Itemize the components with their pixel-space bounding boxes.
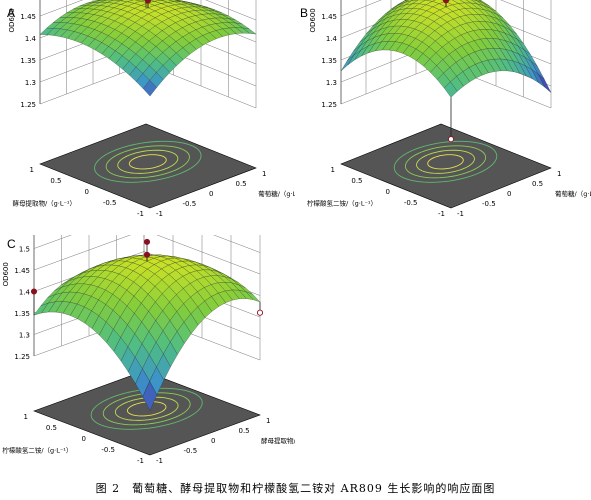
y-tick-label: 1 [30, 166, 34, 174]
y-tick-label: 1 [24, 413, 28, 421]
x-tick-label: 0 [507, 190, 511, 198]
floor-plane [39, 123, 257, 209]
panel-label-a: A [7, 6, 16, 20]
contour-line [393, 140, 498, 183]
x-tick-label: 0.5 [239, 427, 250, 435]
z-tick-label: 1.45 [14, 267, 30, 275]
x-axis-label: 葡萄糖/（g·L⁻¹） [258, 189, 295, 198]
z-tick-label: 1.25 [20, 101, 36, 109]
z-tick-label: 1.3 [25, 79, 36, 87]
surface-facet [142, 380, 158, 412]
z-tick-label: 1.35 [321, 57, 337, 65]
x-tick-label: 1 [266, 417, 270, 425]
contour-line [427, 154, 464, 170]
x-tick-label: 0 [211, 437, 215, 445]
z-axis-label: OD600 [2, 262, 10, 286]
response-surface [39, 0, 257, 97]
x-tick-label: 1 [262, 170, 266, 178]
x-tick-label: -0.5 [184, 447, 198, 455]
design-point [143, 0, 149, 2]
surface-plot-a: 1.551.51.451.41.351.31.25OD60010.50-0.5-… [8, 0, 309, 218]
panel-c: 1.551.51.451.41.351.31.25OD60010.50-0.5-… [0, 178, 325, 475]
contour-line [126, 401, 167, 417]
design-point [256, 309, 264, 316]
x-axis-label: 葡萄糖/（g·L⁻¹） [555, 189, 591, 198]
z-tick-label: 1.45 [20, 13, 36, 21]
y-tick-label: 0.5 [46, 424, 57, 432]
contour-line [94, 140, 202, 183]
z-tick-label: 1.3 [19, 332, 30, 340]
y-tick-label: 0.5 [50, 177, 61, 185]
contour-line [114, 396, 179, 421]
contour-line [128, 154, 167, 170]
z-tick-label: 1.4 [326, 35, 338, 43]
y-axis-label: 柠檬酸氢二铵/（g·L⁻¹） [2, 446, 72, 455]
panel-label-c: C [7, 237, 16, 251]
x-tick-label: -0.5 [482, 200, 496, 208]
panel-a: 1.551.51.451.41.351.31.25OD60010.50-0.5-… [0, 0, 309, 230]
floor-contours [94, 140, 202, 183]
design-point [143, 251, 151, 258]
z-tick-label: 1.45 [321, 13, 337, 21]
contour-line [105, 145, 190, 179]
x-tick-label: -0.5 [183, 200, 197, 208]
z-tick-label: 1.5 [19, 246, 30, 254]
panel-label-b: B [300, 6, 309, 20]
contour-line [416, 149, 475, 174]
y-tick-label: 0.5 [351, 177, 362, 185]
y-tick-label: -1 [438, 210, 445, 218]
x-tick-label: 0.5 [236, 180, 247, 188]
x-tick-label: -1 [457, 210, 464, 218]
y-tick-label: -0.5 [103, 199, 117, 207]
z-tick-label: 1.4 [25, 35, 37, 43]
x-tick-label: 0 [209, 190, 213, 198]
x-axis-label: 酵母提取物/（g·L⁻¹） [261, 436, 295, 445]
surface-facet [443, 81, 458, 98]
floor-contours [393, 140, 498, 183]
y-tick-label: 0 [82, 435, 86, 443]
x-tick-label: 1 [557, 170, 561, 178]
surface-facet [142, 80, 157, 97]
response-surface [340, 0, 552, 98]
y-tick-label: 0 [386, 188, 390, 196]
y-tick-label: 1 [331, 166, 335, 174]
x-tick-label: -1 [156, 210, 163, 218]
y-tick-label: 0 [85, 188, 89, 196]
floor-plane [340, 123, 552, 209]
y-axis-label: 柠檬酸氢二铵/（g·L⁻¹） [307, 199, 377, 208]
contour-line [404, 145, 487, 179]
response-surface [33, 254, 261, 412]
contour-line [117, 149, 179, 174]
design-point [447, 136, 455, 143]
z-tick-label: 1.3 [326, 79, 337, 87]
panel-b: 1.551.51.451.41.351.31.25OD60010.50-0.5-… [296, 0, 591, 230]
x-tick-label: -1 [156, 457, 163, 465]
wall-gridline [39, 0, 257, 21]
figure-caption: 图 2 葡萄糖、酵母提取物和柠檬酸氢二铵对 AR809 生长影响的响应面图 [95, 482, 496, 495]
y-tick-label: -0.5 [404, 199, 418, 207]
z-tick-label: 1.25 [321, 101, 337, 109]
design-point [442, 0, 450, 4]
z-tick-label: 1.4 [19, 289, 31, 297]
z-tick-label: 1.35 [14, 310, 30, 318]
wall-gridline [340, 0, 552, 21]
z-tick-label: 1.25 [14, 353, 30, 361]
y-tick-label: -1 [137, 210, 144, 218]
y-tick-label: -0.5 [101, 446, 115, 454]
design-point [143, 238, 151, 245]
design-point [30, 288, 38, 295]
surface-plot-c: 1.551.51.451.41.351.31.25OD60010.50-0.5-… [2, 178, 325, 465]
y-axis-label: 酵母提取物/（g·L⁻¹） [12, 199, 76, 208]
surface-plot-b: 1.551.51.451.41.351.31.25OD60010.50-0.5-… [307, 0, 591, 218]
y-tick-label: -1 [137, 457, 144, 465]
z-axis-label: OD600 [8, 8, 16, 32]
z-axis-label: OD600 [309, 8, 317, 32]
z-tick-label: 1.35 [20, 57, 36, 65]
x-tick-label: 0.5 [532, 180, 543, 188]
